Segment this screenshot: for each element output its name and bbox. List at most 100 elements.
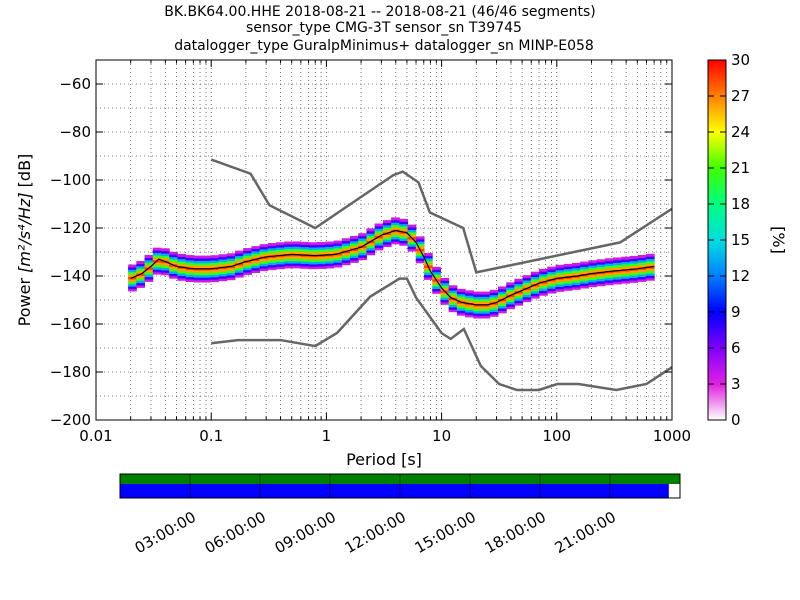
heatmap-cell (399, 223, 409, 227)
heatmap-cell (218, 263, 228, 267)
heatmap-cell (259, 268, 269, 272)
heatmap-cell (530, 274, 540, 278)
heatmap-cell (555, 264, 565, 268)
heatmap-cell (382, 239, 392, 243)
heatmap-cell (432, 269, 441, 273)
heatmap-cell (621, 256, 630, 260)
heatmap-cell (128, 281, 137, 285)
heatmap-cell (325, 260, 335, 264)
heatmap-cell (333, 264, 343, 268)
heatmap-cell (358, 252, 367, 256)
heatmap-cell (136, 285, 146, 288)
y-tick-label: −180 (50, 363, 91, 381)
heatmap-cell (267, 245, 277, 249)
heatmap-cell (481, 306, 491, 309)
heatmap-cell (588, 265, 598, 268)
heatmap-cell (621, 263, 630, 267)
heatmap-cell (407, 229, 417, 233)
y-tick-label: −80 (59, 123, 91, 141)
y-tick-label: −60 (59, 75, 91, 93)
heatmap-cell (325, 241, 335, 245)
heatmap-cell (218, 259, 228, 262)
timeline-tick-label: 18:00:00 (482, 508, 549, 557)
heatmap-cell (251, 246, 261, 250)
heatmap-cell (489, 313, 499, 317)
heatmap-cell (530, 276, 540, 280)
heatmap-cell (473, 313, 483, 317)
heatmap-cell (629, 272, 639, 276)
heatmap-cell (448, 290, 458, 293)
heatmap-cell (152, 247, 162, 251)
heatmap-cell (473, 298, 483, 302)
heatmap-cell (637, 271, 647, 275)
heatmap-cell (193, 272, 203, 276)
heatmap-cell (465, 290, 474, 294)
heatmap-cell (185, 279, 195, 282)
heatmap-cell (177, 258, 187, 262)
heatmap-cell (604, 282, 614, 286)
heatmap-cell (637, 262, 647, 266)
heatmap-cell (613, 262, 622, 266)
heatmap-cell (333, 245, 343, 249)
heatmap-cell (407, 231, 417, 235)
heatmap-cell (473, 291, 483, 295)
heatmap-cell (588, 277, 598, 280)
heatmap-cell (234, 274, 244, 278)
heatmap-cell (202, 260, 211, 264)
heatmap-cell (391, 234, 400, 238)
heatmap-cell (563, 287, 573, 291)
heatmap-cell (563, 266, 573, 270)
heatmap-cell (415, 255, 425, 259)
noise-model-low (211, 277, 672, 392)
heatmap-cell (308, 242, 318, 246)
heatmap-cell (465, 312, 474, 315)
heatmap-cell (596, 283, 606, 287)
heatmap-cell (276, 266, 285, 270)
heatmap-cell (588, 260, 598, 264)
heatmap-cell (177, 261, 187, 265)
heatmap-cell (234, 260, 244, 264)
heatmap-cell (489, 292, 499, 296)
heatmap-cell (645, 253, 655, 257)
heatmap-cell (629, 260, 639, 264)
heatmap-cell (243, 264, 252, 268)
heatmap-cell (506, 282, 515, 286)
heatmap-cell (415, 236, 425, 240)
y-tick-label: −160 (50, 315, 91, 333)
heatmap-cell (185, 271, 195, 275)
heatmap-cell (596, 264, 606, 268)
heatmap-cell (341, 240, 351, 244)
heatmap-cell (382, 236, 392, 240)
heatmap-cell (530, 286, 540, 290)
heatmap-cell (629, 279, 639, 283)
heatmap-cell (128, 283, 137, 287)
heatmap-cell (358, 242, 367, 246)
heatmap-cell (596, 276, 606, 280)
heatmap-cell (637, 264, 647, 268)
heatmap-cell (210, 262, 220, 266)
heatmap-cell (555, 267, 565, 271)
chart-title-line: datalogger_type GuralpMinimus+ datalogge… (174, 38, 594, 54)
heatmap-cell (243, 262, 252, 266)
heatmap-cell (284, 255, 294, 259)
heatmap-cell (226, 274, 236, 278)
heatmap-cell (580, 280, 589, 284)
heatmap-cell (144, 279, 154, 282)
heatmap-cell (333, 254, 343, 258)
heatmap-cell (333, 250, 343, 254)
heatmap-cell (407, 224, 417, 228)
heatmap-cell (489, 311, 499, 315)
heatmap-cell (185, 269, 195, 273)
heatmap-cell (563, 263, 573, 267)
heatmap-cell (596, 261, 606, 265)
heatmap-cell (128, 269, 137, 273)
heatmap-cell (473, 306, 483, 309)
heatmap-cell (333, 247, 343, 251)
heatmap-cell (325, 265, 335, 269)
heatmap-cell (366, 245, 376, 249)
heatmap-cell (448, 306, 458, 310)
heatmap-cell (621, 273, 630, 277)
heatmap-cell (177, 256, 187, 260)
heatmap-cell (407, 248, 417, 252)
chart-title-line: sensor_type CMG-3T sensor_sn T39745 (246, 20, 522, 36)
